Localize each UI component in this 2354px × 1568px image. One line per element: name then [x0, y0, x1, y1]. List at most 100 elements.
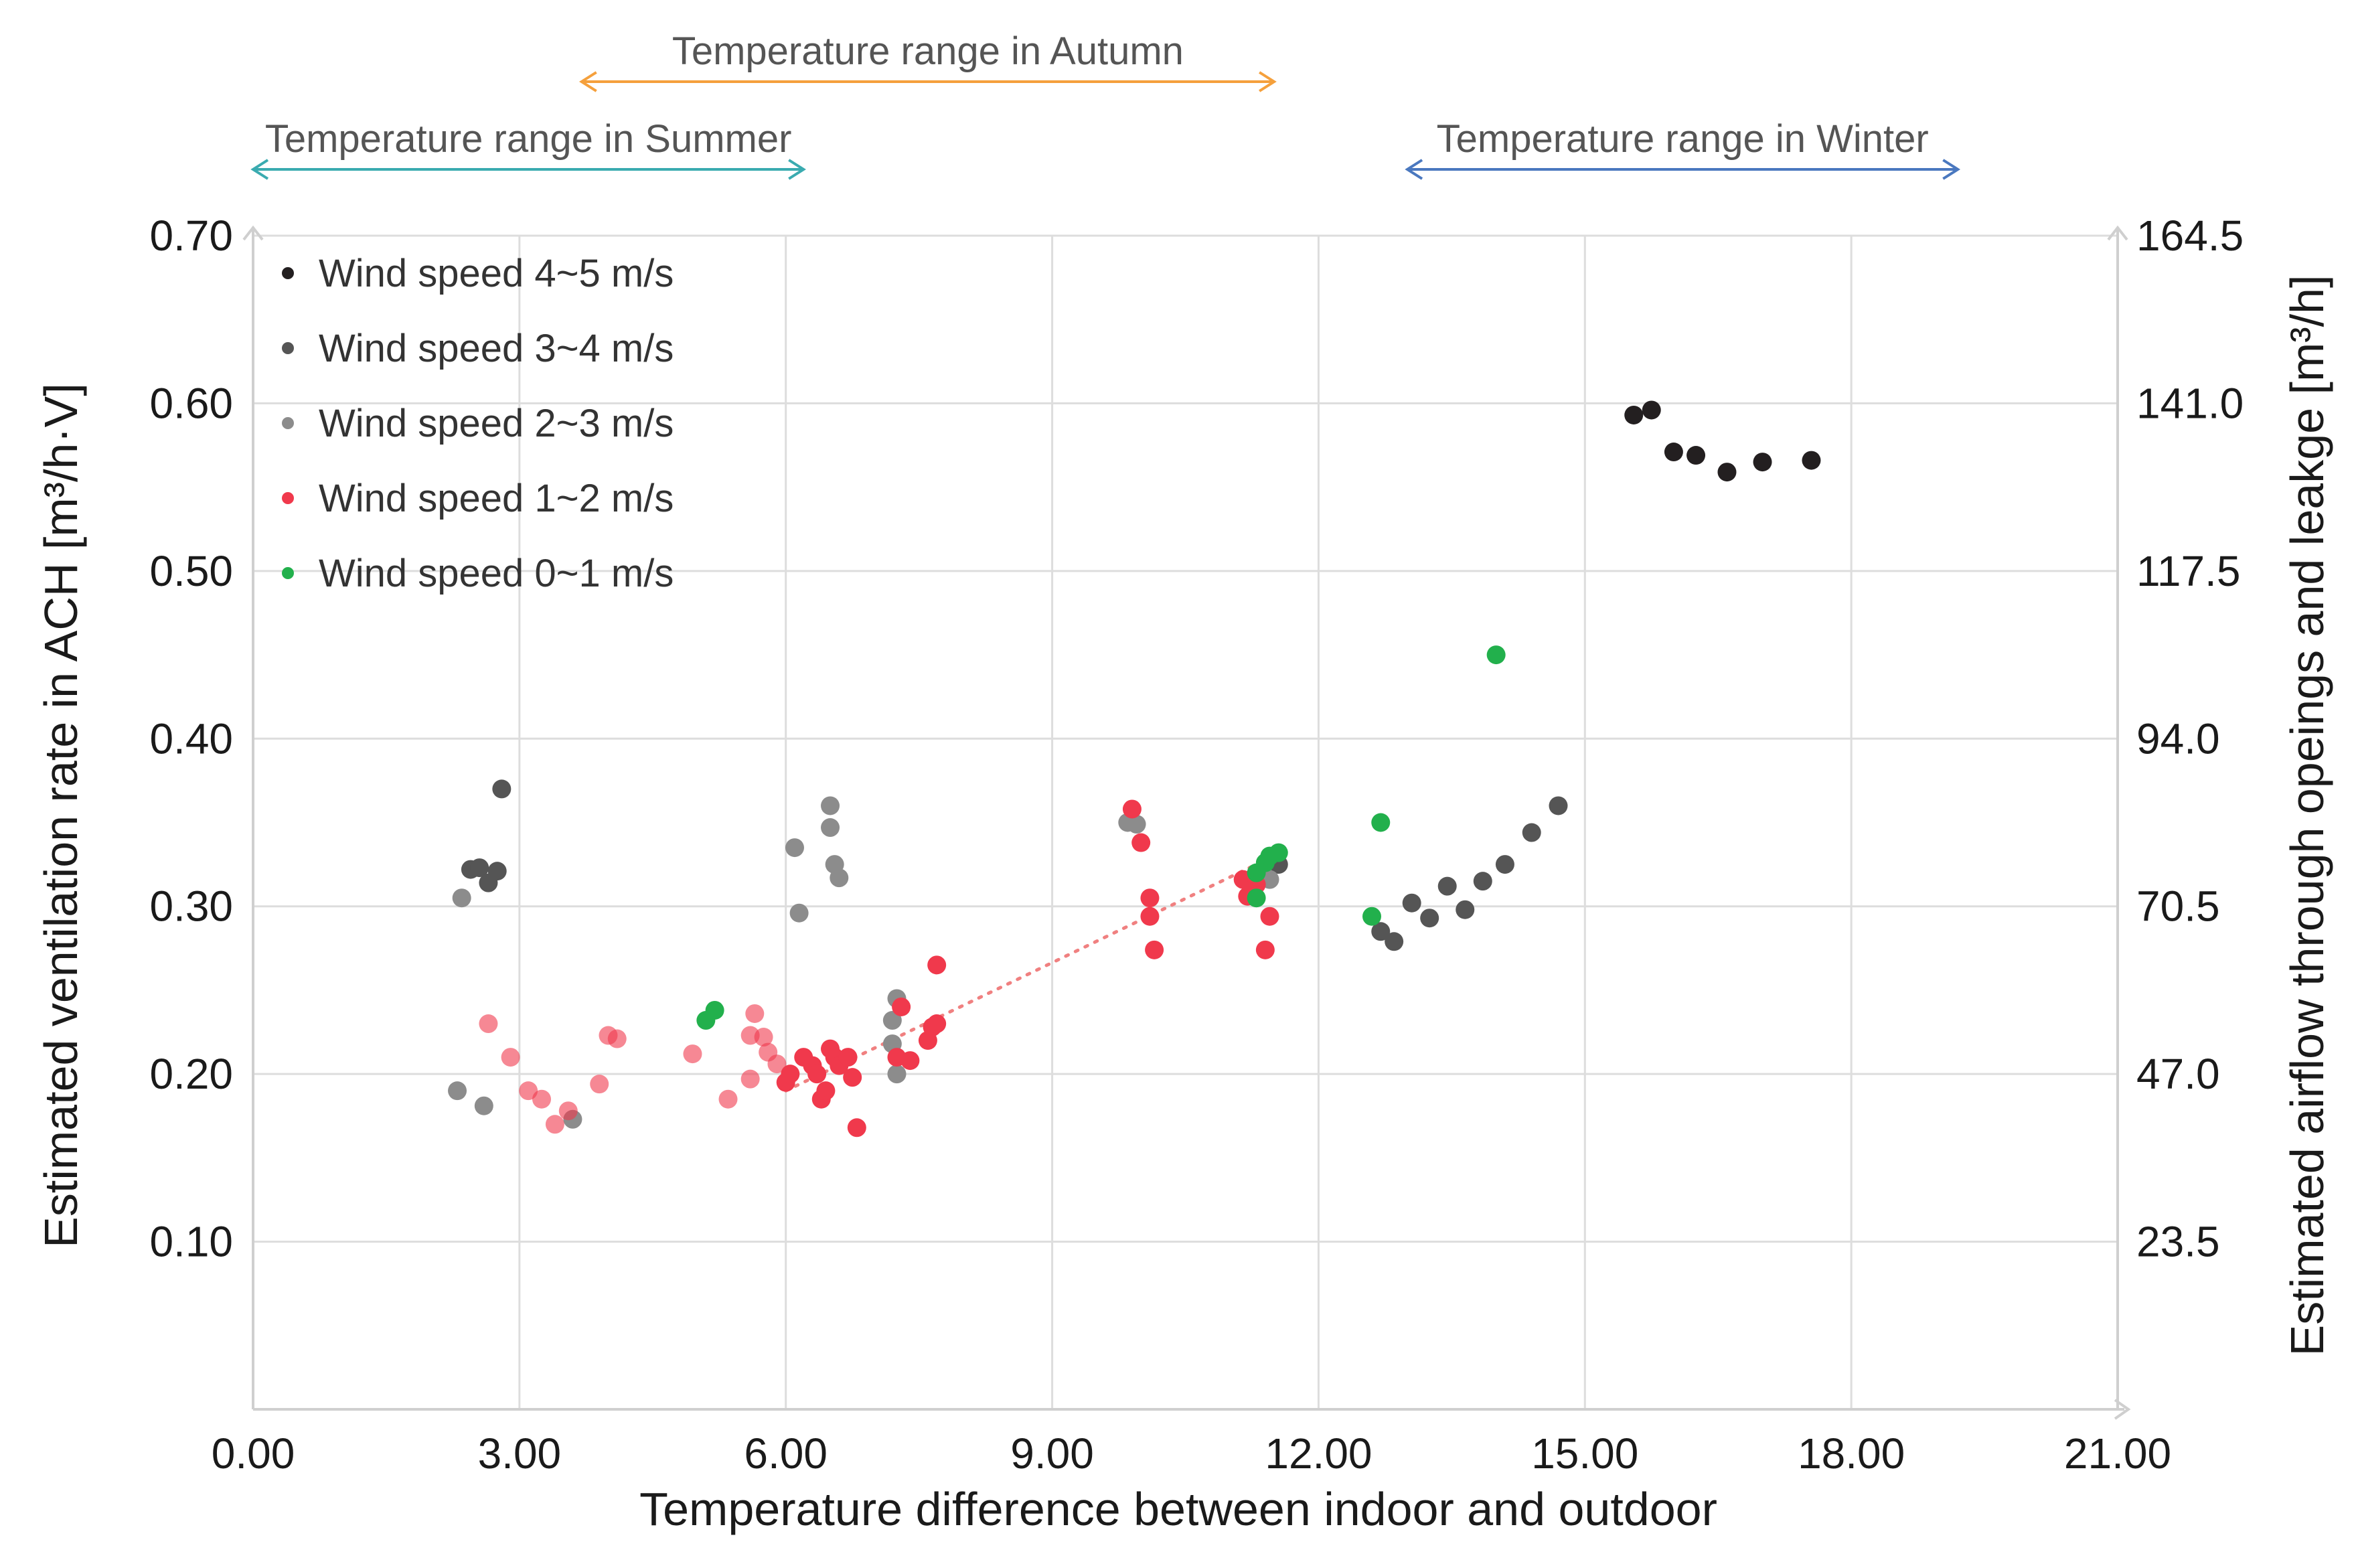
data-point	[816, 1081, 836, 1101]
data-point	[718, 1089, 738, 1109]
data-point	[887, 1065, 907, 1084]
x-tick-label: 12.00	[1265, 1429, 1372, 1478]
legend-label: Wind speed 3~4 m/s	[319, 327, 674, 370]
data-point	[1371, 922, 1391, 941]
legend-marker	[282, 417, 294, 429]
legend-label: Wind speed 4~5 m/s	[319, 252, 674, 295]
data-point	[745, 1004, 765, 1023]
data-point	[1437, 876, 1457, 896]
range-2: Temperature range in Winter	[1405, 117, 1961, 180]
y-tick-label: 0.60	[149, 379, 233, 427]
y-tick-label: 0.70	[149, 212, 233, 260]
data-point	[1420, 909, 1439, 928]
legend-label: Wind speed 1~2 m/s	[319, 477, 674, 520]
y-tick-label: 0.40	[149, 714, 233, 763]
data-point	[1122, 799, 1142, 819]
y-axis-title: Estimated ventilation rate in ACH [m³/h·…	[35, 383, 87, 1248]
axes: 0.00 3.00 6.00 9.00 12.00 15.00 18.00 21.00 0.10…	[149, 212, 2244, 1478]
data-point	[1402, 893, 1421, 913]
range-label: Temperature range in Winter	[1437, 117, 1929, 161]
data-point	[1686, 446, 1706, 465]
data-point	[1362, 907, 1381, 926]
x-tick-label: 9.00	[1010, 1429, 1094, 1478]
x-tick-label: 0.00	[212, 1429, 295, 1478]
data-point	[452, 888, 471, 908]
range-0: Temperature range in Autumn	[578, 29, 1277, 92]
range-1: Temperature range in Summer	[250, 117, 806, 180]
series-1	[461, 779, 1568, 951]
data-point	[1127, 815, 1146, 834]
trendline	[784, 862, 1259, 1093]
data-point	[900, 1051, 920, 1071]
x-axis-arrow	[2114, 1399, 2131, 1420]
series-4	[696, 645, 1506, 1030]
data-point	[1802, 451, 1821, 470]
data-point	[607, 1029, 627, 1048]
data-point	[479, 1014, 498, 1034]
series-2	[448, 796, 1279, 1129]
legend: Wind speed 4~5 m/s Wind speed 3~4 m/s Wind…	[282, 252, 674, 595]
y2-tick-label: 47.0	[2136, 1050, 2220, 1098]
y-tick-label: 0.20	[149, 1050, 233, 1098]
temperature-ranges: Temperature range in Autumn Temperature r…	[250, 29, 1961, 180]
data-point	[821, 818, 840, 838]
data-point	[1255, 940, 1275, 959]
data-point	[821, 796, 840, 815]
data-point	[927, 1014, 947, 1034]
x-tick-label: 15.00	[1531, 1429, 1638, 1478]
range-arrow-left	[1405, 159, 1423, 180]
data-point	[1456, 900, 1475, 919]
y2-tick-label: 164.5	[2136, 212, 2244, 260]
data-point	[785, 838, 804, 858]
data-point	[789, 903, 809, 923]
range-arrow-left	[578, 71, 597, 92]
data-point	[1753, 453, 1772, 472]
data-point	[470, 858, 489, 878]
data-point	[882, 1011, 902, 1030]
y2-axis-arrow	[2107, 225, 2128, 241]
y-tick-label: 0.50	[149, 547, 233, 595]
data-point	[781, 1065, 800, 1084]
data-point	[1642, 400, 1661, 420]
data-point	[487, 862, 507, 881]
grid	[253, 234, 2119, 1409]
trendline-dotted	[784, 862, 1259, 1093]
data-point	[1247, 888, 1266, 908]
y2-tick-label: 23.5	[2136, 1218, 2220, 1266]
data-point	[532, 1089, 552, 1109]
y2-axis-title: Estimated airflow through opeings and le…	[2281, 275, 2333, 1356]
data-point	[1260, 907, 1279, 926]
range-arrow-left	[250, 159, 269, 180]
data-points	[448, 400, 1821, 1138]
y2-tick-label: 70.5	[2136, 882, 2220, 931]
data-point	[927, 955, 947, 975]
data-point	[474, 1096, 493, 1115]
data-point	[843, 1068, 862, 1087]
data-point	[1486, 645, 1506, 665]
data-point	[1495, 855, 1514, 874]
legend-marker	[282, 267, 294, 279]
range-label: Temperature range in Autumn	[672, 29, 1184, 73]
data-point	[892, 997, 911, 1016]
data-point	[807, 1065, 827, 1084]
data-point	[1140, 888, 1160, 908]
y-axis-arrow	[242, 225, 264, 241]
data-point	[1473, 872, 1492, 891]
series-3	[479, 799, 1279, 1138]
data-point	[1385, 932, 1404, 951]
x-axis-title: Temperature difference between indoor an…	[639, 1483, 1717, 1535]
data-point	[1371, 813, 1391, 832]
legend-label: Wind speed 2~3 m/s	[319, 402, 674, 445]
x-tick-label: 3.00	[478, 1429, 562, 1478]
data-point	[1624, 405, 1644, 424]
y-tick-label: 0.30	[149, 882, 233, 931]
series-0	[1624, 400, 1821, 482]
data-point	[1717, 463, 1737, 482]
data-point	[830, 868, 849, 888]
range-label: Temperature range in Summer	[265, 117, 792, 161]
data-point	[740, 1069, 760, 1089]
y2-tick-label: 141.0	[2136, 379, 2244, 427]
range-arrow-right	[1259, 71, 1277, 92]
data-point	[558, 1101, 578, 1121]
